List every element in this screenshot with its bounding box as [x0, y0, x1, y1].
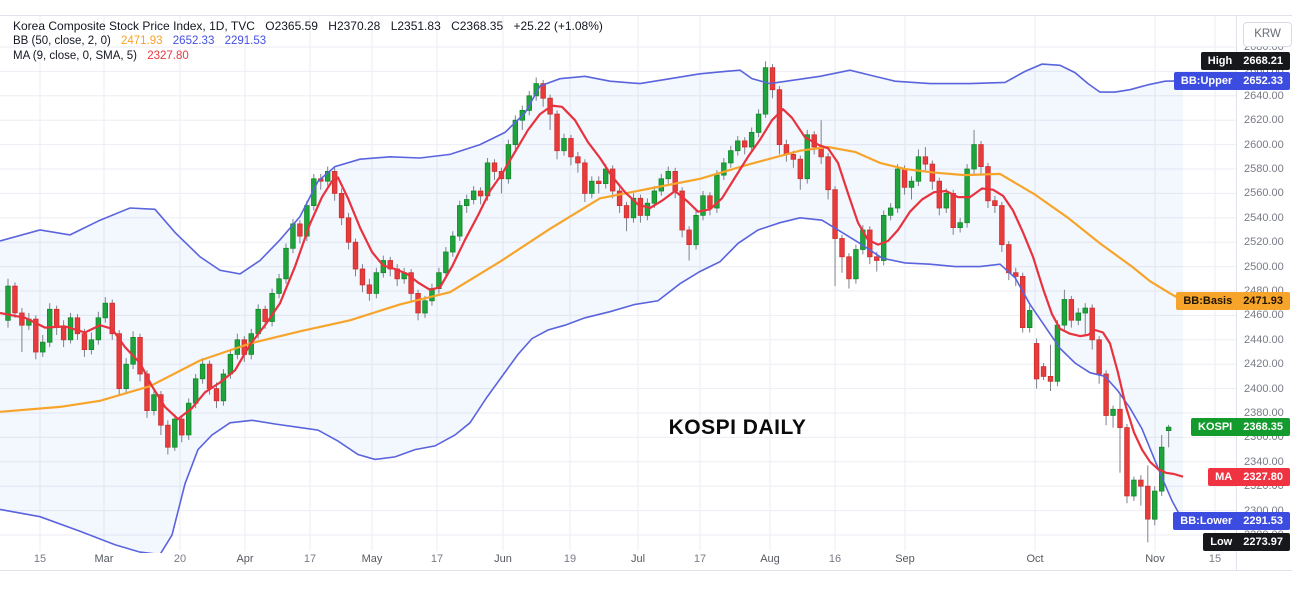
time-axis-label: 20	[173, 553, 187, 565]
ma-line	[0, 104, 1184, 478]
ohlc-low: L2351.83	[390, 19, 441, 33]
badge-label: KOSPI	[1198, 421, 1233, 434]
price-scale-label: 2500.00	[1244, 260, 1284, 273]
badge-label: High	[1207, 55, 1233, 68]
time-axis-label: 17	[693, 553, 707, 565]
time-axis-label: 19	[563, 553, 577, 565]
badge-label: BB:Lower	[1180, 514, 1233, 527]
badge-value: 2668.21	[1243, 55, 1283, 68]
bb-basis-value: 2471.93	[121, 35, 163, 47]
bb-upper-value: 2652.33	[172, 35, 215, 47]
badge-value: 2327.80	[1243, 470, 1283, 483]
time-axis-label: Jul	[630, 553, 646, 565]
bollinger-fill	[0, 64, 1183, 553]
time-axis-label: Apr	[236, 553, 254, 565]
time-axis-label: 15	[33, 553, 47, 565]
bb-legend-row[interactable]: BB (50, close, 2, 0) 2471.93 2652.33 229…	[13, 34, 610, 48]
currency-button[interactable]: KRW	[1243, 22, 1292, 47]
candles	[5, 61, 1172, 543]
badge-label: BB:Upper	[1180, 74, 1233, 87]
time-axis-label: Jun	[494, 553, 512, 565]
badge-label: Low	[1210, 536, 1233, 549]
badge-kospi: KOSPI 2368.35	[1191, 418, 1290, 437]
badge-bb-lower: BB:Lower 2291.53	[1173, 511, 1290, 530]
price-scale-label: 2440.00	[1244, 333, 1284, 346]
time-axis-label: Oct	[1026, 553, 1044, 565]
price-scale-label: 2580.00	[1244, 163, 1284, 175]
ohlc-high: H2370.28	[328, 19, 381, 33]
badge-value: 2273.97	[1243, 536, 1283, 549]
badge-value: 2291.53	[1243, 514, 1283, 527]
bb-upper-line	[0, 63, 1184, 275]
badge-bb-basis: BB:Basis 2471.93	[1176, 291, 1290, 310]
time-axis-label: May	[361, 553, 383, 565]
price-scale-label: 2640.00	[1244, 89, 1284, 102]
badge-value: 2652.33	[1243, 74, 1283, 87]
time-axis-label: Aug	[760, 553, 780, 565]
badge-high: High 2668.21	[1200, 52, 1290, 71]
price-scale-label: 2340.00	[1244, 455, 1284, 468]
time-axis-label: Mar	[94, 553, 114, 565]
ma-legend-row[interactable]: MA (9, close, 0, SMA, 5) 2327.80	[13, 49, 610, 63]
badge-bb-upper: BB:Upper 2652.33	[1173, 71, 1290, 90]
price-scale-label: 2520.00	[1244, 236, 1284, 249]
time-axis-label: 17	[430, 553, 444, 565]
price-scale-label: 2560.00	[1244, 187, 1284, 200]
time-axis-divider	[0, 570, 1292, 571]
bb-lower-line	[0, 216, 1184, 553]
badge-low: Low 2273.97	[1203, 533, 1290, 552]
ohlc-change: +25.22 (+1.08%)	[513, 19, 603, 33]
bb-lower-value: 2291.53	[224, 35, 267, 47]
price-scale-label: 2620.00	[1244, 114, 1284, 127]
badge-ma: MA 2327.80	[1208, 467, 1290, 486]
price-scale-label: 2420.00	[1244, 358, 1284, 371]
bb-label: BB (50, close, 2, 0)	[13, 35, 111, 47]
time-axis-label: 17	[303, 553, 317, 565]
ohlc-close: C2368.35	[451, 19, 504, 33]
grid	[0, 16, 1236, 551]
time-axis-label: Nov	[1145, 553, 1165, 565]
ma-label: MA (9, close, 0, SMA, 5)	[13, 50, 137, 62]
chart-watermark: KOSPI DAILY	[668, 416, 807, 439]
badge-label: BB:Basis	[1183, 294, 1233, 307]
ohlc-open: O2365.59	[265, 19, 318, 33]
price-scale-label: 2600.00	[1244, 138, 1284, 151]
chart-legend: Korea Composite Stock Price Index, 1D, T…	[13, 19, 610, 63]
time-axis-label: 15	[1208, 553, 1222, 565]
time-axis-label: Sep	[895, 553, 915, 565]
price-scale-label: 2540.00	[1244, 211, 1284, 224]
price-scale-label: 2460.00	[1244, 309, 1284, 322]
top-divider	[0, 15, 1292, 16]
symbol-title: Korea Composite Stock Price Index, 1D, T…	[13, 19, 255, 33]
badge-label: MA	[1215, 470, 1233, 483]
badge-value: 2368.35	[1243, 421, 1283, 434]
time-axis-label: 16	[828, 553, 842, 565]
price-scale-label: 2400.00	[1244, 382, 1284, 395]
ma-value: 2327.80	[147, 50, 189, 62]
symbol-legend-row[interactable]: Korea Composite Stock Price Index, 1D, T…	[13, 19, 610, 33]
price-scale-label: 2380.00	[1244, 407, 1284, 419]
badge-value: 2471.93	[1243, 294, 1283, 307]
